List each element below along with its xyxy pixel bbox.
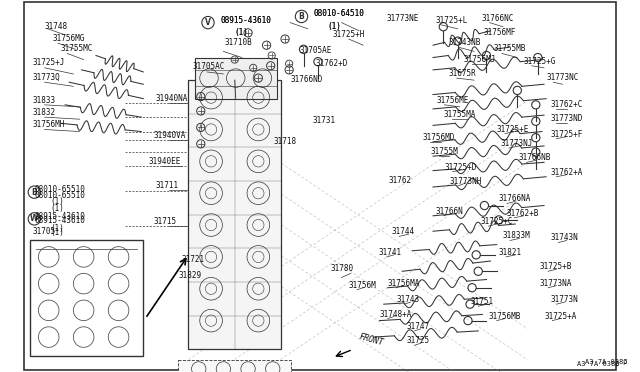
Text: 08010-64510: 08010-64510 bbox=[314, 9, 365, 19]
Bar bbox=[30, 240, 143, 356]
Text: 08915-43610: 08915-43610 bbox=[220, 16, 271, 25]
Text: 31725+A: 31725+A bbox=[544, 312, 577, 321]
Text: 31725+L: 31725+L bbox=[435, 16, 467, 25]
Text: 31940NA: 31940NA bbox=[156, 94, 188, 103]
Text: 31773NE: 31773NE bbox=[387, 13, 419, 23]
Text: 31756MG: 31756MG bbox=[53, 34, 85, 43]
Text: 31705AC: 31705AC bbox=[193, 62, 225, 71]
Text: 31766N: 31766N bbox=[435, 207, 463, 216]
Text: (1): (1) bbox=[51, 203, 65, 213]
Text: V: V bbox=[205, 18, 211, 27]
Text: 31756MB: 31756MB bbox=[488, 312, 521, 321]
Text: 31725+H: 31725+H bbox=[332, 30, 365, 39]
Text: 31773NC: 31773NC bbox=[546, 73, 579, 82]
Bar bbox=[188, 80, 281, 349]
Text: 31747: 31747 bbox=[406, 322, 429, 331]
Text: 31715: 31715 bbox=[154, 217, 177, 226]
Text: (1): (1) bbox=[327, 22, 341, 31]
Text: 31751: 31751 bbox=[470, 297, 493, 306]
Text: 31940VA: 31940VA bbox=[154, 131, 186, 140]
Text: B: B bbox=[299, 12, 305, 21]
Text: 31725+B: 31725+B bbox=[540, 262, 572, 271]
Text: (1): (1) bbox=[51, 228, 65, 237]
Text: 31755MC: 31755MC bbox=[60, 44, 92, 53]
Text: 31829: 31829 bbox=[178, 272, 202, 280]
Text: 31780: 31780 bbox=[330, 264, 353, 273]
Text: 31766NC: 31766NC bbox=[481, 13, 514, 23]
Text: 31743NB: 31743NB bbox=[449, 38, 481, 47]
Text: B: B bbox=[31, 187, 37, 197]
Text: 31762+B: 31762+B bbox=[506, 209, 538, 218]
Text: 08915-43610: 08915-43610 bbox=[220, 16, 271, 25]
Text: 31756MD: 31756MD bbox=[423, 133, 455, 142]
Text: 31940EE: 31940EE bbox=[148, 157, 180, 166]
Text: 31725+F: 31725+F bbox=[550, 130, 582, 139]
Bar bbox=[178, 360, 291, 372]
Text: 31675R: 31675R bbox=[449, 69, 476, 78]
Text: 08010-65510: 08010-65510 bbox=[35, 191, 85, 201]
Text: 08915-43610: 08915-43610 bbox=[35, 212, 85, 221]
Text: 31756MA: 31756MA bbox=[388, 279, 420, 288]
Text: (1): (1) bbox=[235, 28, 248, 37]
Text: A3 7A 038β: A3 7A 038β bbox=[585, 359, 628, 365]
Text: 31718: 31718 bbox=[274, 137, 297, 146]
Text: 31833M: 31833M bbox=[503, 231, 531, 240]
Text: 31762: 31762 bbox=[389, 176, 412, 185]
Text: 31721: 31721 bbox=[181, 255, 204, 264]
Text: 31748: 31748 bbox=[45, 22, 68, 31]
Text: 31766ND: 31766ND bbox=[290, 75, 323, 84]
Text: 31833: 31833 bbox=[32, 96, 56, 105]
Text: W: W bbox=[30, 214, 38, 223]
Text: 31766NB: 31766NB bbox=[518, 153, 550, 162]
Text: 31756MJ: 31756MJ bbox=[464, 55, 496, 64]
Text: 31756M: 31756M bbox=[349, 281, 376, 290]
Text: 31731: 31731 bbox=[313, 116, 336, 125]
Text: 31755M: 31755M bbox=[431, 147, 459, 156]
Text: 31725+J: 31725+J bbox=[32, 58, 65, 67]
Bar bbox=[195, 58, 277, 99]
Text: 08010-64510: 08010-64510 bbox=[314, 9, 365, 19]
Text: 31710B: 31710B bbox=[225, 38, 252, 47]
Text: 31756MF: 31756MF bbox=[483, 28, 516, 37]
Text: 31725+D: 31725+D bbox=[444, 163, 477, 171]
Text: 31741: 31741 bbox=[379, 248, 402, 257]
Text: 31773Q: 31773Q bbox=[32, 73, 60, 82]
Text: 31773NA: 31773NA bbox=[540, 279, 572, 288]
Text: 08915-43610: 08915-43610 bbox=[35, 216, 85, 225]
Text: 31743N: 31743N bbox=[550, 234, 578, 243]
Text: 31725+E: 31725+E bbox=[497, 125, 529, 134]
Text: 31744: 31744 bbox=[392, 227, 415, 236]
Text: 31725+C: 31725+C bbox=[480, 217, 513, 226]
Text: 31756ME: 31756ME bbox=[436, 96, 468, 105]
Text: 31743: 31743 bbox=[396, 295, 419, 304]
Text: (1): (1) bbox=[51, 198, 65, 206]
Text: 31762+A: 31762+A bbox=[550, 168, 582, 177]
Text: 31755MA: 31755MA bbox=[444, 110, 476, 119]
Text: 31748+A: 31748+A bbox=[380, 310, 412, 318]
Text: 31705AE: 31705AE bbox=[300, 46, 332, 55]
Text: 31773NJ: 31773NJ bbox=[501, 139, 533, 148]
Text: (1): (1) bbox=[51, 224, 65, 233]
Text: 31711: 31711 bbox=[156, 181, 179, 190]
Text: 31705: 31705 bbox=[32, 227, 56, 236]
Text: 31762+C: 31762+C bbox=[550, 100, 582, 109]
Text: (1): (1) bbox=[327, 22, 341, 31]
Text: 08010-65510: 08010-65510 bbox=[35, 185, 85, 194]
Text: 31725: 31725 bbox=[406, 336, 429, 345]
Text: 31821: 31821 bbox=[499, 248, 522, 257]
Text: 31762+D: 31762+D bbox=[316, 59, 348, 68]
Text: FRONT: FRONT bbox=[358, 332, 385, 347]
Text: 31773NH: 31773NH bbox=[449, 177, 482, 186]
Text: (1): (1) bbox=[235, 28, 248, 37]
Text: 31773ND: 31773ND bbox=[550, 114, 582, 123]
Text: 31755MB: 31755MB bbox=[493, 44, 526, 53]
Text: 31725+G: 31725+G bbox=[524, 57, 556, 66]
Text: 31766NA: 31766NA bbox=[499, 195, 531, 203]
Text: 31756MH: 31756MH bbox=[32, 121, 65, 129]
Text: 31773N: 31773N bbox=[550, 295, 578, 304]
Text: A3 7A 038β: A3 7A 038β bbox=[577, 361, 620, 367]
Text: 31832: 31832 bbox=[32, 108, 56, 117]
